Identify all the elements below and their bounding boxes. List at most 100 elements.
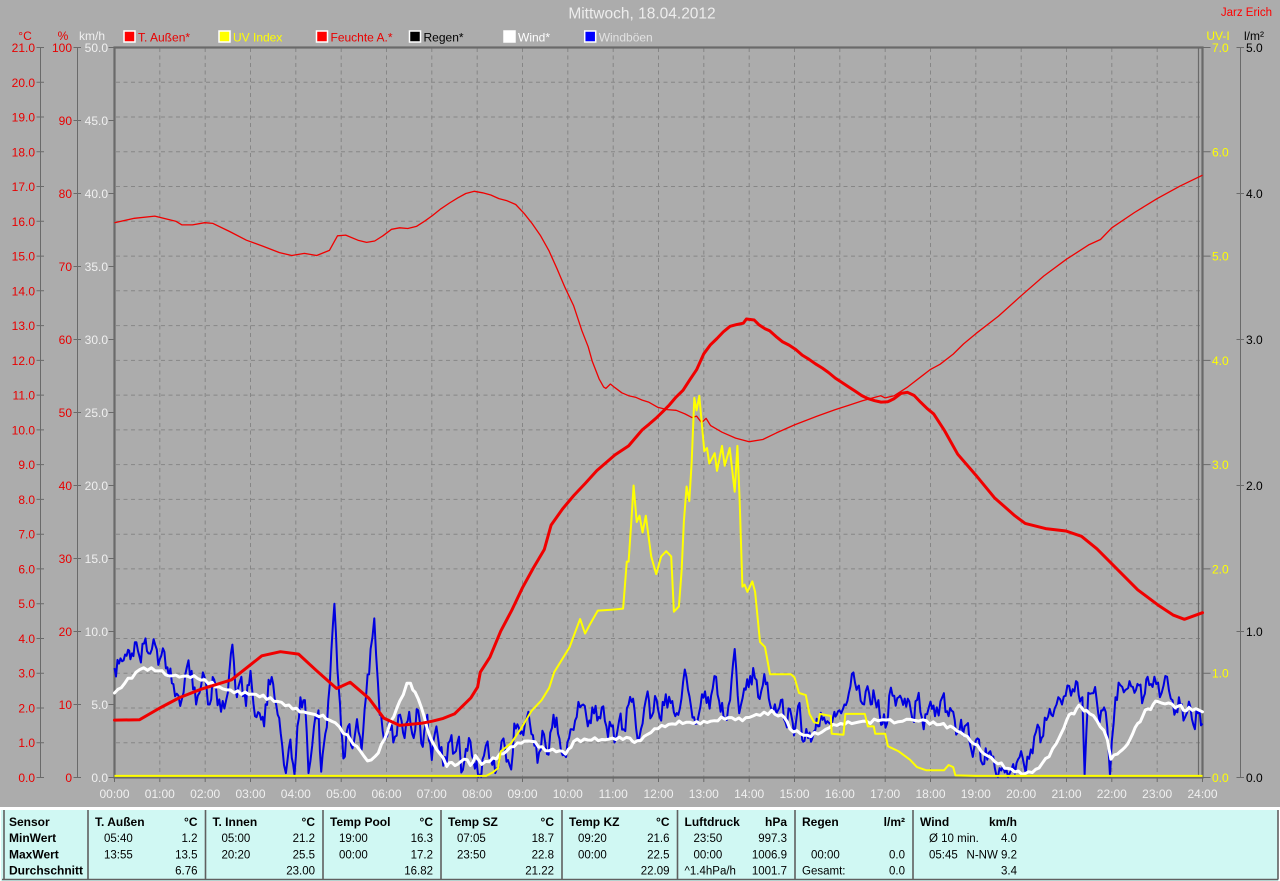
svg-text:Durchschnitt: Durchschnitt bbox=[9, 864, 83, 878]
svg-text:06:00: 06:00 bbox=[371, 787, 401, 801]
svg-text:23.00: 23.00 bbox=[286, 866, 315, 878]
svg-text:10:00: 10:00 bbox=[553, 787, 583, 801]
svg-text:1.0: 1.0 bbox=[1246, 625, 1263, 639]
svg-text:Regen*: Regen* bbox=[424, 31, 464, 45]
svg-text:21.6: 21.6 bbox=[647, 833, 669, 845]
svg-text:00:00: 00:00 bbox=[811, 849, 840, 861]
svg-text:2.0: 2.0 bbox=[18, 702, 35, 716]
svg-text:16.0: 16.0 bbox=[12, 215, 36, 229]
svg-text:100: 100 bbox=[52, 41, 72, 55]
svg-text:7.0: 7.0 bbox=[1212, 41, 1229, 55]
svg-text:2.0: 2.0 bbox=[1212, 562, 1229, 576]
svg-text:1.0: 1.0 bbox=[1212, 667, 1229, 681]
svg-text:0.0: 0.0 bbox=[889, 866, 905, 878]
svg-text:T. Außen*: T. Außen* bbox=[138, 31, 190, 45]
svg-text:18.7: 18.7 bbox=[532, 833, 554, 845]
svg-text:50: 50 bbox=[59, 406, 73, 420]
svg-text:°C: °C bbox=[420, 815, 434, 829]
svg-text:11.0: 11.0 bbox=[13, 389, 36, 403]
svg-text:5.0: 5.0 bbox=[91, 698, 108, 712]
svg-text:80: 80 bbox=[59, 187, 73, 201]
svg-text:25.0: 25.0 bbox=[85, 406, 109, 420]
svg-text:3.0: 3.0 bbox=[1212, 458, 1229, 472]
svg-text:UV-I: UV-I bbox=[1206, 29, 1229, 43]
svg-text:13:55: 13:55 bbox=[104, 849, 133, 861]
svg-text:17:00: 17:00 bbox=[870, 787, 900, 801]
svg-text:7.0: 7.0 bbox=[18, 528, 35, 542]
svg-text:17.0: 17.0 bbox=[12, 180, 36, 194]
svg-text:13.5: 13.5 bbox=[175, 849, 197, 861]
svg-text:Temp SZ: Temp SZ bbox=[448, 815, 498, 829]
svg-text:Luftdruck: Luftdruck bbox=[685, 815, 741, 829]
svg-text:°C: °C bbox=[18, 29, 32, 43]
svg-text:07:00: 07:00 bbox=[417, 787, 447, 801]
svg-text:22.09: 22.09 bbox=[641, 866, 670, 878]
svg-text:22.8: 22.8 bbox=[532, 849, 554, 861]
svg-text:12:00: 12:00 bbox=[643, 787, 673, 801]
svg-text:0.0: 0.0 bbox=[1212, 771, 1229, 785]
svg-text:09:20: 09:20 bbox=[578, 833, 607, 845]
svg-text:°C: °C bbox=[184, 815, 198, 829]
svg-text:00:00: 00:00 bbox=[339, 849, 368, 861]
svg-text:N-NW 9.2: N-NW 9.2 bbox=[967, 849, 1017, 861]
svg-text:21.2: 21.2 bbox=[293, 833, 315, 845]
svg-text:18.0: 18.0 bbox=[12, 145, 36, 159]
svg-text:05:00: 05:00 bbox=[222, 833, 251, 845]
svg-text:°C: °C bbox=[656, 815, 670, 829]
svg-text:0.0: 0.0 bbox=[1246, 771, 1263, 785]
svg-text:Mittwoch, 18.04.2012: Mittwoch, 18.04.2012 bbox=[568, 6, 715, 23]
svg-text:^1.4hPa/h: ^1.4hPa/h bbox=[685, 866, 736, 878]
svg-text:3.4: 3.4 bbox=[1001, 866, 1018, 878]
svg-text:04:00: 04:00 bbox=[281, 787, 311, 801]
svg-text:21:00: 21:00 bbox=[1051, 787, 1081, 801]
svg-text:15.0: 15.0 bbox=[12, 250, 36, 264]
svg-text:20.0: 20.0 bbox=[85, 479, 109, 493]
svg-text:4.0: 4.0 bbox=[1246, 187, 1263, 201]
svg-text:18:00: 18:00 bbox=[915, 787, 945, 801]
svg-text:35.0: 35.0 bbox=[85, 260, 109, 274]
svg-text:5.0: 5.0 bbox=[1212, 250, 1229, 264]
svg-text:23:50: 23:50 bbox=[694, 833, 723, 845]
svg-text:40.0: 40.0 bbox=[85, 187, 109, 201]
svg-text:0.0: 0.0 bbox=[889, 849, 905, 861]
svg-text:5.0: 5.0 bbox=[1246, 41, 1263, 55]
svg-text:02:00: 02:00 bbox=[190, 787, 220, 801]
svg-text:07:05: 07:05 bbox=[457, 833, 486, 845]
svg-text:km/h: km/h bbox=[79, 29, 105, 43]
svg-text:6.0: 6.0 bbox=[1212, 145, 1229, 159]
svg-text:40: 40 bbox=[59, 479, 73, 493]
svg-text:Regen: Regen bbox=[802, 815, 839, 829]
svg-text:MaxWert: MaxWert bbox=[9, 847, 59, 861]
svg-text:Windböen: Windböen bbox=[599, 31, 653, 45]
svg-text:19.0: 19.0 bbox=[12, 111, 36, 125]
svg-text:997.3: 997.3 bbox=[758, 833, 787, 845]
svg-text:14.0: 14.0 bbox=[12, 284, 36, 298]
svg-text:23:50: 23:50 bbox=[457, 849, 486, 861]
svg-text:05:00: 05:00 bbox=[326, 787, 356, 801]
svg-text:30.0: 30.0 bbox=[85, 333, 109, 347]
svg-text:20: 20 bbox=[59, 625, 73, 639]
svg-text:08:00: 08:00 bbox=[462, 787, 492, 801]
svg-text:Sensor: Sensor bbox=[9, 815, 50, 829]
svg-text:10.0: 10.0 bbox=[12, 423, 36, 437]
svg-text:Wind: Wind bbox=[920, 815, 949, 829]
svg-text:°C: °C bbox=[541, 815, 555, 829]
svg-text:15.0: 15.0 bbox=[85, 552, 109, 566]
svg-text:01:00: 01:00 bbox=[145, 787, 175, 801]
svg-text:14:00: 14:00 bbox=[734, 787, 764, 801]
svg-text:22.5: 22.5 bbox=[647, 849, 669, 861]
svg-text:12.0: 12.0 bbox=[12, 354, 36, 368]
svg-text:9.0: 9.0 bbox=[18, 458, 35, 472]
svg-text:%: % bbox=[58, 29, 69, 43]
svg-text:15:00: 15:00 bbox=[779, 787, 809, 801]
svg-text:0: 0 bbox=[65, 771, 72, 785]
svg-text:3.0: 3.0 bbox=[1246, 333, 1263, 347]
svg-text:05:40: 05:40 bbox=[104, 833, 133, 845]
svg-text:6.0: 6.0 bbox=[18, 562, 35, 576]
svg-text:5.0: 5.0 bbox=[18, 597, 35, 611]
svg-text:0.0: 0.0 bbox=[18, 771, 35, 785]
svg-text:4.0: 4.0 bbox=[1001, 833, 1017, 845]
svg-text:Ø 10 min.: Ø 10 min. bbox=[929, 833, 979, 845]
svg-text:13:00: 13:00 bbox=[689, 787, 719, 801]
svg-text:30: 30 bbox=[59, 552, 73, 566]
